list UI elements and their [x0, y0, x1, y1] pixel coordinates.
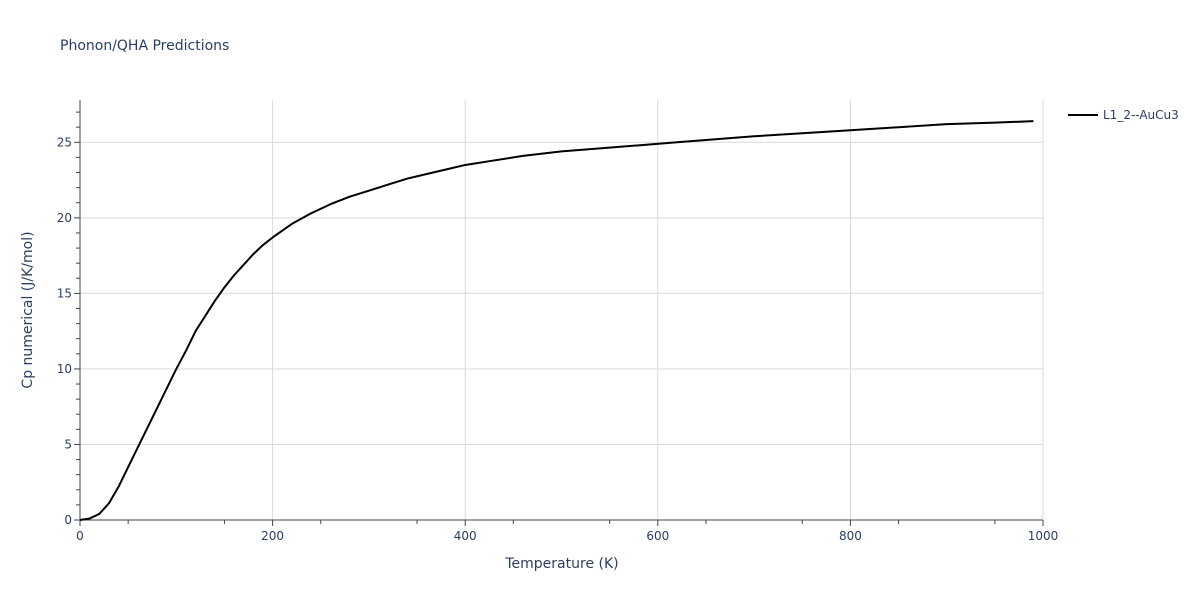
axes: 0 200 400 600 800 1000 0 5 10 15 20 25 [57, 100, 1059, 543]
x-tick-label: 0 [76, 529, 84, 543]
legend-label[interactable]: L1_2--AuCu3 [1103, 108, 1179, 122]
y-tick-label: 25 [57, 135, 72, 149]
y-tick-label: 10 [57, 362, 72, 376]
y-axis-title: Cp numerical (J/K/mol) [20, 231, 36, 388]
chart-title: Phonon/QHA Predictions [60, 38, 229, 54]
y-tick-label: 15 [57, 286, 72, 300]
x-tick-label: 1000 [1028, 529, 1059, 543]
series-layer [79, 120, 1034, 521]
x-tick-label: 400 [454, 529, 477, 543]
x-axis-title: Temperature (K) [504, 556, 618, 572]
x-tick-label: 600 [646, 529, 669, 543]
y-tick-label: 5 [64, 437, 72, 451]
y-tick-label: 20 [57, 211, 72, 225]
x-tick-label: 200 [261, 529, 284, 543]
grid [80, 100, 1044, 520]
series-line-0 [79, 120, 1034, 521]
y-tick-label: 0 [64, 513, 72, 527]
x-tick-label: 800 [839, 529, 862, 543]
legend[interactable]: L1_2--AuCu3 [1068, 108, 1179, 122]
